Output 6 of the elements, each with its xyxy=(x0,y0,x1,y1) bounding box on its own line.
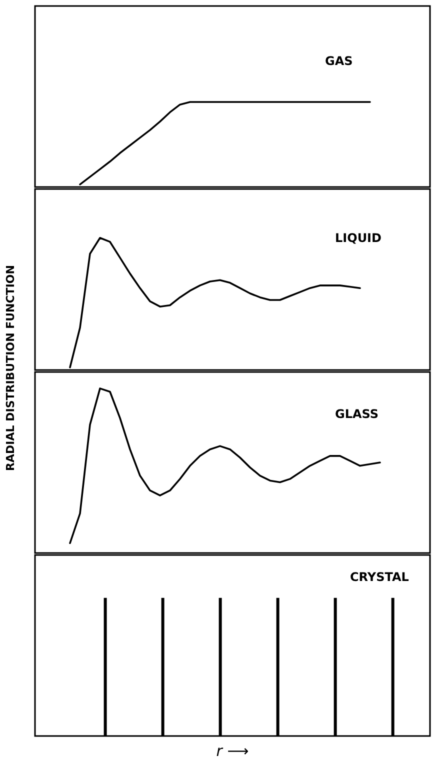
y-axis-title: RADIAL DISTRIBUTION FUNCTION xyxy=(4,265,17,471)
chart-title: LIQUID xyxy=(335,231,382,245)
x-axis-title: r ⟶ xyxy=(216,742,249,760)
chart-title: CRYSTAL xyxy=(350,570,410,584)
chart-title: GAS xyxy=(325,54,353,68)
text: GLASS xyxy=(335,407,379,421)
